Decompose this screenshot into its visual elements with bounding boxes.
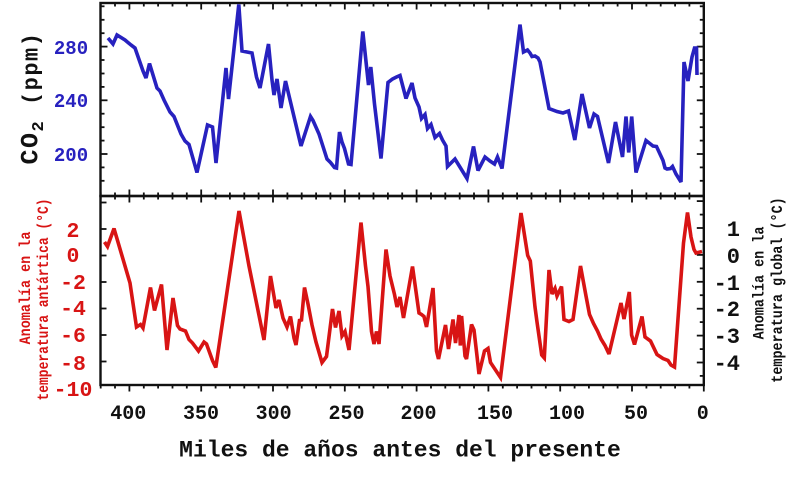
- svg-text:-10: -10: [54, 379, 93, 403]
- svg-text:0: 0: [727, 245, 740, 270]
- svg-text:0: 0: [67, 245, 80, 269]
- svg-text:350: 350: [183, 403, 219, 426]
- svg-text:-4: -4: [60, 298, 86, 322]
- svg-text:temperatura global (°C): temperatura global (°C): [770, 197, 787, 382]
- svg-text:1: 1: [727, 218, 740, 243]
- svg-text:-1: -1: [714, 272, 740, 297]
- svg-text:280: 280: [54, 38, 88, 60]
- svg-text:150: 150: [477, 403, 513, 426]
- svg-text:50: 50: [624, 403, 648, 426]
- svg-text:Anomalía en la: Anomalía en la: [18, 231, 35, 344]
- svg-text:100: 100: [549, 403, 585, 426]
- svg-text:-2: -2: [714, 298, 740, 323]
- svg-text:-4: -4: [714, 352, 740, 377]
- svg-text:2: 2: [67, 220, 80, 244]
- svg-text:300: 300: [256, 403, 292, 426]
- svg-text:Miles de años antes del presen: Miles de años antes del presente: [179, 438, 621, 464]
- svg-text:-8: -8: [60, 353, 86, 377]
- svg-text:-2: -2: [60, 272, 86, 296]
- svg-text:400: 400: [110, 403, 146, 426]
- svg-text:temperatura antártica (°C): temperatura antártica (°C): [36, 198, 54, 400]
- svg-text:-3: -3: [714, 325, 740, 350]
- svg-text:0: 0: [697, 403, 709, 426]
- svg-text:200: 200: [400, 403, 436, 426]
- svg-text:Anomalía en la: Anomalía en la: [752, 226, 769, 339]
- svg-text:-6: -6: [60, 325, 86, 349]
- svg-text:250: 250: [328, 403, 364, 426]
- svg-text:CO2 (ppm): CO2 (ppm): [17, 32, 50, 165]
- svg-text:240: 240: [54, 91, 88, 113]
- svg-text:200: 200: [54, 145, 88, 167]
